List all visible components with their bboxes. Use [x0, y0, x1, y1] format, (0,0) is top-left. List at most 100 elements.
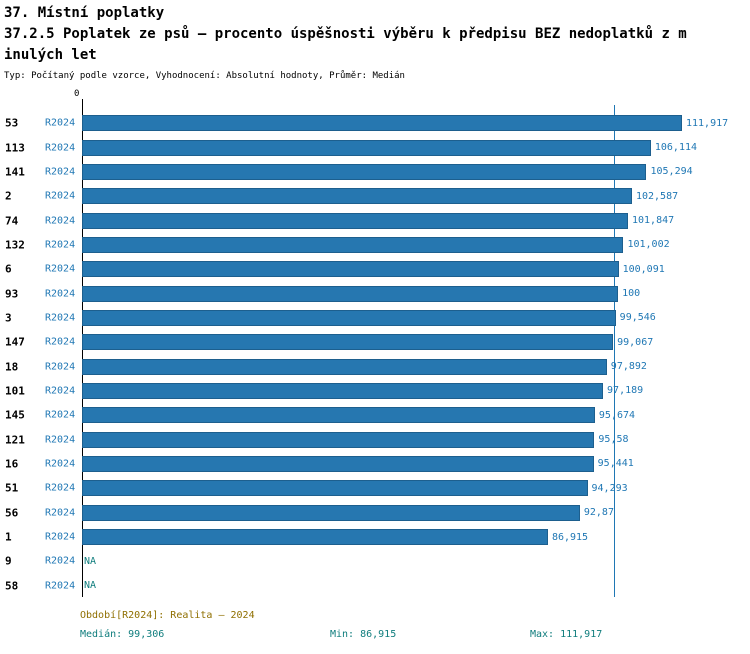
bar-area: 86,915: [82, 529, 588, 546]
row-category-label: 1: [5, 530, 12, 544]
row-period-label: R2024: [45, 531, 76, 543]
chart-row: 74 R2024 101,847: [0, 208, 750, 232]
y-axis-line: [82, 105, 83, 597]
chart-row: 18 R2024 97,892: [0, 354, 750, 378]
bar: [82, 309, 616, 326]
chart-row: 9 R2024 NA: [0, 549, 750, 573]
bar: [82, 115, 682, 132]
bar-value-label: 101,847: [632, 215, 675, 227]
bar: [82, 334, 614, 351]
chart-row: 3 R2024 99,546: [0, 306, 750, 330]
chart-row: 6 R2024 100,091: [0, 257, 750, 281]
bar-chart: 0 53 R2024 111,917 113 R2024 106,114 141 R2024 1…: [0, 86, 750, 606]
row-period-label: R2024: [45, 263, 76, 275]
chart-row: 93 R2024 100: [0, 281, 750, 305]
row-period-label: R2024: [45, 555, 76, 567]
bar-value-label: 95,674: [598, 409, 636, 421]
bar-area: 95,58: [82, 431, 629, 448]
bar: [82, 480, 588, 497]
chart-row: 56 R2024 92,87: [0, 501, 750, 525]
row-category-label: 132: [5, 238, 25, 252]
indicator-title-line1: 37.2.5 Poplatek ze psů – procento úspěšn…: [4, 26, 687, 42]
bar-area: 100: [82, 285, 640, 302]
indicator-subtitle: Typ: Počítaný podle vzorce, Vyhodnocení:…: [4, 71, 405, 81]
row-period-label: R2024: [45, 434, 76, 446]
bar: [82, 285, 619, 302]
row-category-label: 74: [5, 214, 19, 228]
bar-area: 95,674: [82, 407, 636, 424]
row-period-label: R2024: [45, 288, 76, 300]
row-category-label: 9: [5, 554, 12, 568]
row-category-label: 18: [5, 360, 19, 374]
row-period-label: R2024: [45, 482, 76, 494]
row-category-label: 51: [5, 481, 19, 495]
bar-area: 101,002: [82, 236, 670, 253]
stat-median: Medián: 99,306: [80, 629, 165, 640]
bar: [82, 529, 548, 546]
bar: [82, 139, 651, 156]
row-period-label: R2024: [45, 507, 76, 519]
chart-row: 141 R2024 105,294: [0, 160, 750, 184]
chart-row: 145 R2024 95,674: [0, 403, 750, 427]
bar: [82, 261, 619, 278]
row-period-label: R2024: [45, 142, 76, 154]
row-category-label: 147: [5, 335, 25, 349]
bar-area: NA: [82, 553, 96, 569]
bar-value-label: 92,87: [583, 507, 614, 519]
bar-value-label: 97,189: [607, 385, 644, 397]
x-axis-origin-label: 0: [74, 89, 80, 99]
row-period-label: R2024: [45, 580, 76, 592]
row-category-label: 56: [5, 506, 19, 520]
report-header: 37. Místní poplatky 37.2.5 Poplatek ze p…: [4, 3, 687, 83]
bar-area: 99,067: [82, 334, 654, 351]
indicator-title-line2: inulých let: [4, 47, 97, 63]
bar-na-label: NA: [84, 580, 97, 592]
bar-area: 94,293: [82, 480, 628, 497]
bar-area: 97,892: [82, 358, 647, 375]
row-period-label: R2024: [45, 409, 76, 421]
chart-row: 1 R2024 86,915: [0, 525, 750, 549]
chart-row: 132 R2024 101,002: [0, 233, 750, 257]
row-period-label: R2024: [45, 166, 76, 178]
bar-value-label: 106,114: [654, 142, 698, 154]
bar-value-label: 95,441: [597, 458, 634, 470]
chart-row: 53 R2024 111,917: [0, 111, 750, 135]
x-axis-tick: [82, 99, 83, 105]
bar-value-label: 95,58: [598, 434, 629, 446]
bar: [82, 455, 594, 472]
bar: [82, 236, 624, 253]
row-category-label: 113: [5, 141, 25, 155]
bar: [82, 504, 580, 521]
bar-area: 102,587: [82, 188, 678, 205]
bar-value-label: 101,002: [627, 239, 670, 251]
bar-area: 92,87: [82, 504, 614, 521]
bar-area: 105,294: [82, 163, 693, 180]
median-reference-line: [614, 105, 615, 597]
stat-min: Min: 86,915: [330, 629, 397, 640]
bar-area: 100,091: [82, 261, 665, 278]
bar-value-label: 97,892: [610, 361, 647, 373]
row-period-label: R2024: [45, 458, 76, 470]
row-category-label: 145: [5, 408, 25, 422]
bar: [82, 163, 647, 180]
bar-area: 97,189: [82, 382, 644, 399]
chart-row: 113 R2024 106,114: [0, 135, 750, 159]
row-period-label: R2024: [45, 336, 76, 348]
bar-na-label: NA: [84, 555, 97, 567]
chart-row: 147 R2024 99,067: [0, 330, 750, 354]
chart-rows: 53 R2024 111,917 113 R2024 106,114 141 R2024 105…: [0, 111, 750, 598]
bar-value-label: 111,917: [686, 117, 729, 129]
row-category-label: 3: [5, 311, 12, 325]
bar-value-label: 99,067: [617, 336, 654, 348]
row-period-label: R2024: [45, 361, 76, 373]
row-category-label: 93: [5, 287, 19, 301]
chart-row: 121 R2024 95,58: [0, 427, 750, 451]
row-category-label: 121: [5, 433, 25, 447]
chart-row: 16 R2024 95,441: [0, 452, 750, 476]
bar: [82, 188, 632, 205]
bar-area: NA: [82, 578, 96, 594]
row-category-label: 2: [5, 189, 12, 203]
bar-value-label: 105,294: [650, 166, 693, 178]
bar-area: 101,847: [82, 212, 675, 229]
chart-row: 2 R2024 102,587: [0, 184, 750, 208]
